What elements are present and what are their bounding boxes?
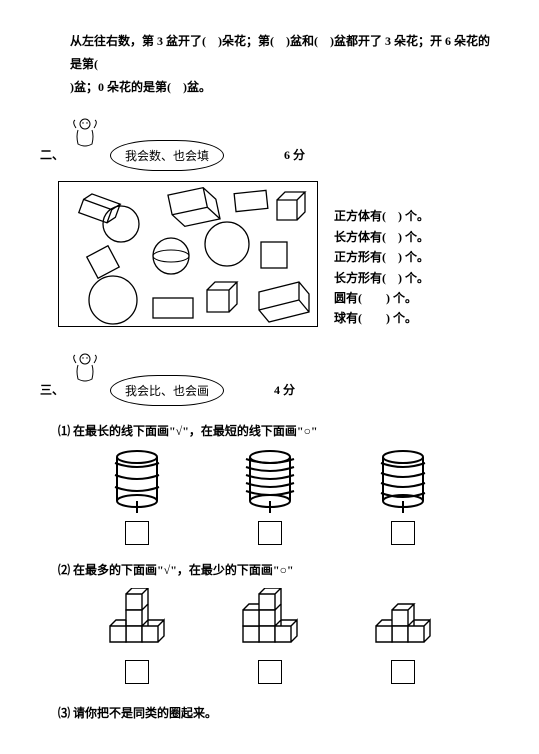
cylinder-3 (373, 449, 433, 545)
intro-line1: 从左往右数，第 3 盆开了( )朵花；第( )盆和( )盆都开了 3 朵花；开 … (70, 34, 490, 71)
bubble-3-text: 我会比、也会画 (110, 375, 224, 406)
intro-line2: )盆；0 朵花的是第( )盆。 (70, 80, 211, 94)
cylinder-2 (240, 449, 300, 545)
teacher-icon (70, 351, 100, 385)
q3-2: ⑵ 在最多的下面画"√"，在最少的下面画"○" (58, 561, 499, 578)
answer-box[interactable] (125, 521, 149, 545)
section-2-num: 二、 (40, 146, 64, 163)
answer-box[interactable] (258, 521, 282, 545)
intro-text: 从左往右数，第 3 盆开了( )朵花；第( )盆和( )盆都开了 3 朵花；开 … (70, 30, 499, 98)
cubes-row (70, 588, 469, 684)
answer-box[interactable] (391, 660, 415, 684)
section-3-num: 三、 (40, 381, 64, 398)
bubble-3: 我会比、也会画 (110, 375, 224, 406)
shape-counts: 正方体有( ) 个。 长方体有( ) 个。 正方形有( ) 个。 长方形有( )… (334, 206, 429, 328)
cylinder-1 (107, 449, 167, 545)
count-sphere: 球有( ) 个。 (334, 308, 429, 328)
answer-box[interactable] (391, 521, 415, 545)
cubestack-2 (235, 588, 305, 684)
cylinders-row (70, 449, 469, 545)
cubestack-1 (102, 588, 172, 684)
bubble-2: 我会数、也会填 (110, 140, 224, 171)
q3-1: ⑴ 在最长的线下面画"√"，在最短的线下面画"○" (58, 422, 499, 439)
count-circle: 圆有( ) 个。 (334, 288, 429, 308)
answer-box[interactable] (258, 660, 282, 684)
shapes-row: 正方体有( ) 个。 长方体有( ) 个。 正方形有( ) 个。 长方形有( )… (40, 181, 499, 328)
count-square: 正方形有( ) 个。 (334, 247, 429, 267)
bubble-2-text: 我会数、也会填 (110, 140, 224, 171)
count-cuboid: 长方体有( ) 个。 (334, 227, 429, 247)
section-2-header: 二、 我会数、也会填 6 分 (40, 116, 499, 171)
count-cube: 正方体有( ) 个。 (334, 206, 429, 226)
section-2-points: 6 分 (284, 146, 305, 163)
teacher-icon (70, 116, 100, 150)
shapes-box (58, 181, 318, 327)
section-3-header: 三、 我会比、也会画 4 分 (40, 351, 499, 406)
cubestack-3 (368, 588, 438, 684)
q3-3: ⑶ 请你把不是同类的圈起来。 (58, 704, 499, 721)
count-rect: 长方形有( ) 个。 (334, 268, 429, 288)
section-3-points: 4 分 (274, 381, 295, 398)
answer-box[interactable] (125, 660, 149, 684)
